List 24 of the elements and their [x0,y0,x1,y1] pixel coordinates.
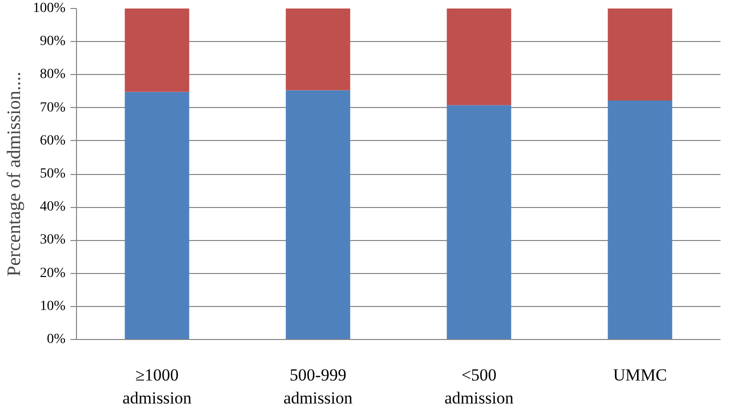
bar [286,8,350,90]
x-tick-label: ≥1000 admission [122,366,192,408]
y-tick-label: 0% [46,332,66,347]
x-tick-label: 500-999 admission [284,366,353,408]
y-tick-label: 60% [40,133,66,148]
y-tick-label: 20% [40,266,66,281]
y-tick-label: 30% [40,232,66,248]
y-tick-label: 50% [40,166,66,182]
x-tick-label: UMMC [613,366,667,384]
y-tick-label: 100% [32,1,66,16]
bar [124,92,190,340]
y-tick-label: 70% [40,100,66,116]
y-tick-label: 80% [40,67,66,82]
y-axis-title: Percentage of admission.... [4,72,25,276]
y-tick-label: 10% [40,298,66,314]
bar [124,8,190,92]
x-tick-label: <500 admission [444,366,514,408]
bar [608,100,672,340]
y-tick-label: 90% [40,34,66,50]
bar [446,8,512,106]
bar [446,105,512,340]
bar [608,8,672,101]
bar [286,90,350,340]
y-tick-label: 40% [40,200,66,215]
